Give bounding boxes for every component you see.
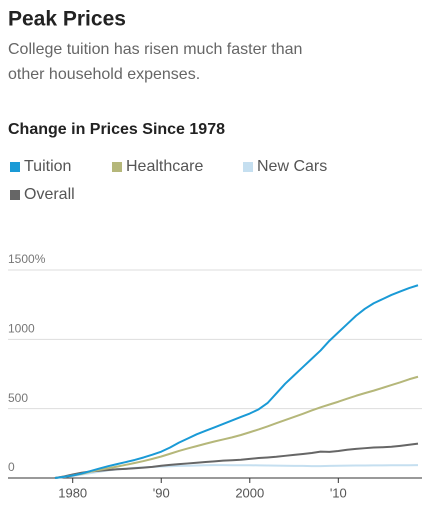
- legend-label: Tuition: [24, 158, 71, 175]
- x-tick-label: '90: [153, 485, 170, 500]
- y-tick-label: 0: [8, 460, 15, 474]
- legend-swatch: [10, 190, 20, 200]
- y-tick-label: 1000: [8, 322, 35, 336]
- chart-title: Change in Prices Since 1978: [8, 121, 225, 138]
- series-line: [54, 375, 419, 479]
- y-tick-label: 1500%: [8, 252, 46, 266]
- legend-swatch: [112, 162, 122, 172]
- legend-label: New Cars: [257, 158, 327, 175]
- title: Peak Prices: [8, 8, 126, 31]
- legend-label: Overall: [24, 186, 75, 203]
- subtitle: College tuition has risen much faster th…: [8, 41, 302, 58]
- legend-swatch: [10, 162, 20, 172]
- legend-label: Healthcare: [126, 158, 203, 175]
- subtitle: other household expenses.: [8, 66, 200, 83]
- legend-swatch: [243, 162, 253, 172]
- x-tick-label: 1980: [58, 485, 87, 500]
- series-line: [54, 442, 419, 479]
- series-line: [54, 284, 419, 479]
- x-tick-label: '10: [330, 485, 347, 500]
- x-tick-label: 2000: [235, 485, 264, 500]
- y-tick-label: 500: [8, 391, 28, 405]
